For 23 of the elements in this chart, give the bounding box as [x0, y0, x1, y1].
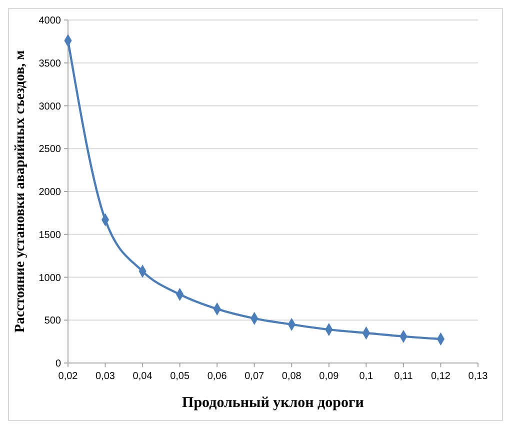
- x-tick-label: 0,11: [394, 371, 414, 382]
- x-tick-label: 0,08: [282, 371, 302, 382]
- x-axis-title: Продольный уклон дороги: [182, 395, 364, 411]
- x-tick-label: 0,05: [170, 371, 190, 382]
- y-tick-label: 3000: [38, 101, 62, 112]
- x-tick-label: 0,03: [96, 371, 116, 382]
- y-tick-label: 2000: [38, 187, 62, 198]
- x-tick-label: 0,12: [430, 371, 451, 382]
- x-tick-label: 0,06: [207, 371, 228, 382]
- x-tick-label: 0,13: [468, 371, 488, 382]
- x-tick-label: 0,07: [244, 371, 265, 382]
- y-tick-label: 3500: [38, 58, 62, 70]
- y-tick-label: 1500: [38, 230, 62, 241]
- x-tick-label: 0,1: [359, 371, 374, 382]
- x-tick-label: 0,04: [132, 371, 153, 382]
- y-tick-label: 2500: [38, 144, 62, 156]
- y-tick-label: 4000: [38, 16, 62, 26]
- y-tick-label: 1000: [38, 272, 62, 284]
- x-tick-label: 0,09: [319, 371, 340, 382]
- x-tick-label: 0,02: [58, 371, 78, 382]
- y-tick-label: 500: [44, 316, 62, 327]
- y-tick-label: 0: [55, 358, 62, 370]
- y-axis-title: Расстояние установки аварийных съездов, м: [13, 50, 28, 333]
